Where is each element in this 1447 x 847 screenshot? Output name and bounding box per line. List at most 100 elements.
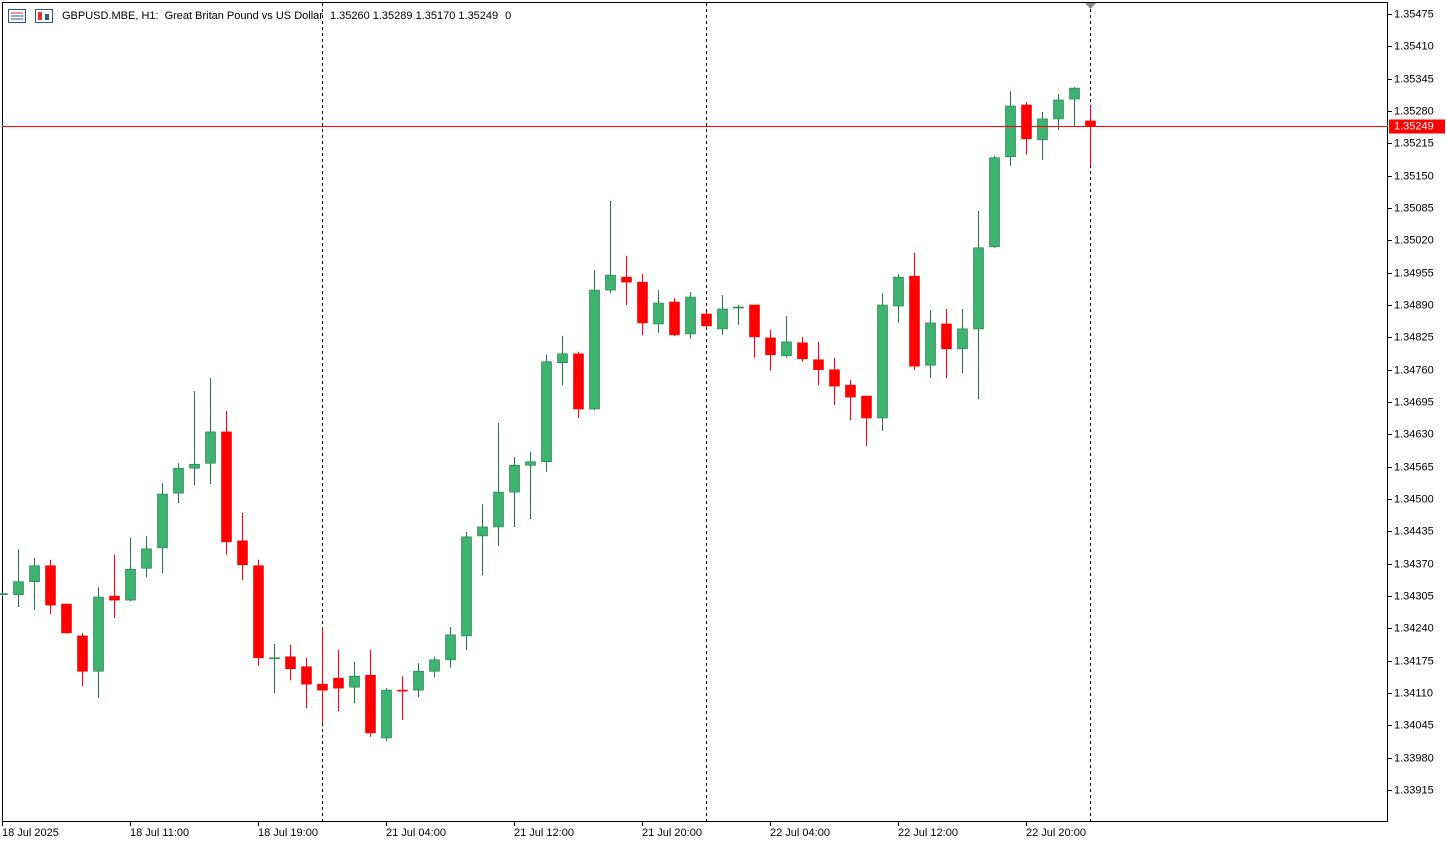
y-tick-label: 1.35215: [1394, 137, 1434, 149]
x-tick-label: 21 Jul 20:00: [642, 827, 702, 839]
y-tick-label: 1.34825: [1394, 331, 1434, 343]
candle-body: [941, 323, 952, 350]
candle-body: [237, 540, 248, 566]
candle-body: [253, 565, 264, 659]
candle-body: [861, 395, 872, 419]
candle-body: [125, 568, 136, 601]
x-tick-label: 22 Jul 04:00: [770, 827, 830, 839]
candle-body: [0, 593, 8, 595]
shift-marker: [1085, 3, 1096, 9]
x-tick-label: 21 Jul 04:00: [386, 827, 446, 839]
candle-body: [1021, 104, 1032, 140]
candle-body: [1085, 120, 1096, 127]
y-tick-label: 1.33980: [1394, 752, 1434, 764]
candle-body: [925, 322, 936, 366]
candle-body: [1053, 99, 1064, 120]
y-tick-label: 1.35410: [1394, 40, 1434, 52]
candle-body: [365, 674, 376, 734]
last-price-label: 1.35249: [1394, 120, 1434, 132]
y-tick-label: 1.34630: [1394, 428, 1434, 440]
candle-body: [157, 493, 168, 549]
candle-body: [413, 670, 424, 691]
candle-body: [205, 431, 216, 464]
candle-body: [1037, 118, 1048, 141]
candle-body: [221, 431, 232, 543]
y-tick-label: 1.35475: [1394, 8, 1434, 20]
candle-body: [445, 634, 456, 661]
y-tick-label: 1.34110: [1394, 687, 1433, 699]
candle-body: [829, 369, 840, 387]
y-tick-label: 1.34695: [1394, 396, 1434, 408]
candle-body: [877, 304, 888, 419]
y-tick-label: 1.34305: [1394, 590, 1434, 602]
candle-body: [461, 536, 472, 637]
candle-body: [573, 353, 584, 410]
y-tick-label: 1.35345: [1394, 73, 1434, 85]
candle-body: [141, 548, 152, 569]
candle-body: [589, 289, 600, 410]
y-tick-label: 1.34955: [1394, 267, 1434, 279]
candle-body: [653, 302, 664, 325]
candle-body: [957, 328, 968, 350]
x-tick-label: 22 Jul 20:00: [1026, 827, 1086, 839]
description: Great Britan Pound vs US Dollar: [165, 10, 324, 22]
candle-body: [781, 341, 792, 357]
candle-body: [1069, 87, 1080, 100]
candle-body: [61, 603, 72, 634]
candle-body: [749, 304, 760, 338]
candle-body: [29, 565, 40, 582]
y-tick-label: 1.34500: [1394, 493, 1434, 505]
y-tick-label: 1.34760: [1394, 364, 1434, 376]
candle-body: [1005, 105, 1016, 158]
candle-body: [349, 675, 360, 688]
x-tick-label: 18 Jul 19:00: [258, 827, 318, 839]
spread: 0: [505, 10, 511, 22]
candle-body: [893, 276, 904, 307]
candle-body: [541, 361, 552, 463]
y-tick-label: 1.34435: [1394, 525, 1434, 537]
y-tick-label: 1.34890: [1394, 299, 1434, 311]
candle-body: [637, 281, 648, 324]
candle-body: [45, 565, 56, 606]
candle-body: [93, 596, 104, 672]
candle-body: [333, 677, 344, 689]
candle-body: [269, 657, 280, 660]
candle-body: [765, 337, 776, 356]
x-tick-label: 22 Jul 12:00: [898, 827, 958, 839]
candle-body: [973, 247, 984, 330]
icon-bar: [45, 14, 49, 20]
y-tick-label: 1.35020: [1394, 234, 1434, 246]
y-tick-label: 1.34240: [1394, 622, 1434, 634]
ohlc-text: 1.35260 1.35289 1.35170 1.35249: [330, 10, 498, 22]
candle-body: [173, 467, 184, 494]
x-tick-label: 18 Jul 2025: [2, 827, 59, 839]
candle-body: [285, 656, 296, 670]
candle-body: [557, 353, 568, 364]
candle-body: [189, 463, 200, 469]
y-tick-label: 1.34175: [1394, 655, 1434, 667]
candle-body: [701, 313, 712, 327]
x-tick-label: 18 Jul 11:00: [130, 827, 189, 839]
candle-body: [109, 595, 120, 601]
candle-body: [845, 384, 856, 398]
candle-body: [525, 461, 536, 466]
candle-body: [717, 308, 728, 330]
candle-body: [301, 666, 312, 685]
candle-body: [381, 689, 392, 739]
candle-body: [621, 276, 632, 283]
candle-body: [813, 359, 824, 371]
x-tick-label: 21 Jul 12:00: [514, 827, 574, 839]
y-tick-label: 1.34370: [1394, 558, 1434, 570]
y-tick-label: 1.34045: [1394, 719, 1434, 731]
candle-body: [77, 635, 88, 672]
candle-body: [909, 275, 920, 367]
plot-frame: [2, 2, 1388, 822]
candle-body: [509, 464, 520, 493]
candle-body: [317, 683, 328, 691]
candle-body: [477, 526, 488, 537]
candle-body: [669, 301, 680, 336]
y-tick-label: 1.34565: [1394, 461, 1434, 473]
